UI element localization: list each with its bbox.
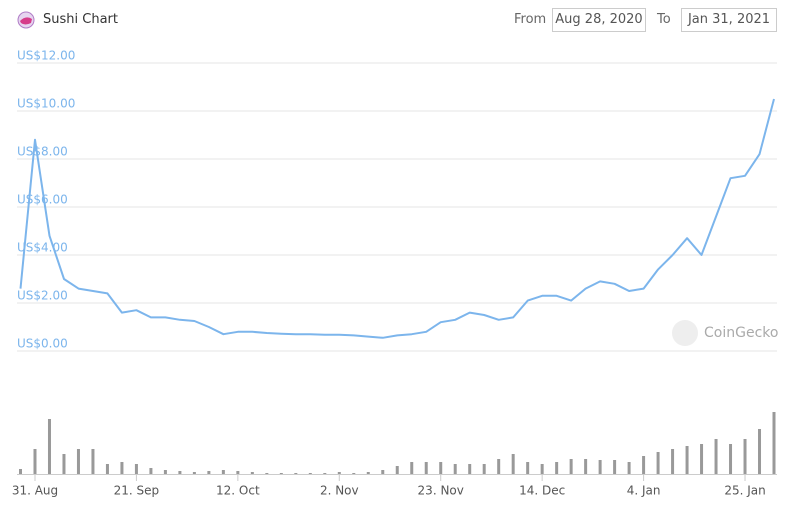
volume-bar xyxy=(120,462,124,474)
volume-bar xyxy=(671,449,675,474)
volume-bar xyxy=(497,459,501,474)
volume-bar xyxy=(540,464,544,474)
volume-bar xyxy=(555,462,559,474)
y-tick-label: US$2.00 xyxy=(17,289,68,303)
x-tick-label: 21. Sep xyxy=(114,484,160,498)
x-tick-label: 23. Nov xyxy=(418,484,464,498)
y-tick-label: US$12.00 xyxy=(17,49,75,63)
volume-bar xyxy=(468,464,472,474)
volume-bar xyxy=(424,462,428,474)
y-tick-label: US$8.00 xyxy=(17,145,68,159)
volume-bar xyxy=(772,412,776,474)
volume-bar xyxy=(439,462,443,474)
volume-bar xyxy=(584,459,588,474)
volume-bar xyxy=(627,462,631,474)
volume-bar xyxy=(381,470,385,474)
price-line xyxy=(19,98,775,339)
volume-bar xyxy=(163,470,167,474)
watermark: CoinGecko xyxy=(672,320,778,346)
volume-bar xyxy=(526,462,530,474)
x-tick-label: 4. Jan xyxy=(627,484,661,498)
volume-bar xyxy=(308,473,312,474)
volume-bar xyxy=(482,464,486,474)
volume-bar xyxy=(714,439,718,474)
x-tick-label: 25. Jan xyxy=(724,484,765,498)
y-tick-label: US$0.00 xyxy=(17,337,68,351)
volume-bar xyxy=(337,472,341,474)
volume-bar xyxy=(743,439,747,474)
volume-bar xyxy=(207,471,211,474)
volume-bar xyxy=(236,471,240,474)
volume-bar xyxy=(221,470,225,474)
volume-bar xyxy=(656,452,660,474)
volume-bar xyxy=(33,449,37,474)
to-date-input[interactable]: Jan 31, 2021 xyxy=(681,8,777,32)
volume-bar xyxy=(366,472,370,474)
volume-bar xyxy=(19,469,22,474)
volume-bar xyxy=(598,460,602,474)
volume-bar xyxy=(134,464,138,474)
volume-bar xyxy=(700,444,704,474)
watermark-text: CoinGecko xyxy=(704,325,778,341)
volume-bar xyxy=(178,471,182,474)
volume-bar xyxy=(47,419,51,474)
volume-bar xyxy=(105,464,109,474)
x-tick-label: 2. Nov xyxy=(320,484,359,498)
volume-bar xyxy=(250,472,254,474)
volume-bar xyxy=(352,473,356,474)
volume-bar xyxy=(410,462,414,474)
logo xyxy=(17,11,35,29)
volume-bar xyxy=(323,473,327,474)
chart-title: Sushi Chart xyxy=(43,12,118,27)
to-label: To xyxy=(657,12,671,27)
volume-bar xyxy=(192,472,196,474)
y-tick-label: US$10.00 xyxy=(17,97,75,111)
volume-bar xyxy=(613,460,617,474)
from-date-input[interactable]: Aug 28, 2020 xyxy=(552,8,646,32)
from-label: From xyxy=(514,12,547,27)
volume-bar xyxy=(76,449,80,474)
volume-bar xyxy=(91,449,95,474)
volume-bar xyxy=(294,473,298,474)
volume-bar xyxy=(685,446,689,474)
volume-bar xyxy=(279,473,283,474)
volume-bar xyxy=(758,429,762,474)
volume-bar xyxy=(511,454,515,474)
volume-bar xyxy=(642,456,646,474)
volume-bar xyxy=(265,473,269,474)
volume-bar xyxy=(149,468,153,474)
x-tick-label: 31. Aug xyxy=(12,484,58,498)
volume-bar xyxy=(395,466,399,474)
x-tick-label: 12. Oct xyxy=(216,484,260,498)
volume-bar xyxy=(453,464,457,474)
x-tick-label: 14. Dec xyxy=(519,484,565,498)
watermark-logo xyxy=(672,320,698,346)
volume-bar xyxy=(569,459,573,474)
volume-bar xyxy=(729,444,733,474)
volume-bar xyxy=(62,454,66,474)
